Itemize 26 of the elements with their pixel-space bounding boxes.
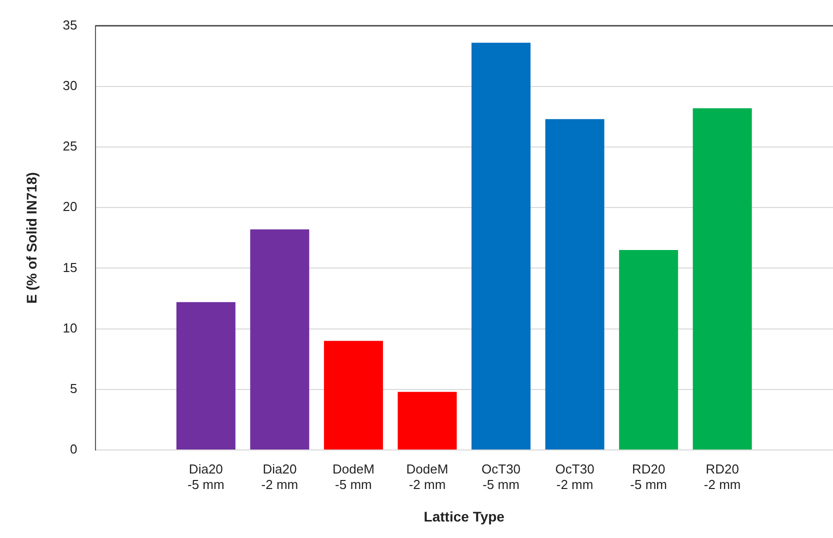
bar [472,42,531,450]
x-tick-label: OcT30 -5 mm [482,461,521,492]
x-axis-title: Lattice Type [424,508,505,524]
y-axis-title: E (% of Solid IN718) [23,172,40,304]
y-tick-label: 20 [62,199,78,214]
y-tick-label: 0 [70,442,78,457]
y-tick-label: 10 [62,320,78,336]
bar [692,108,752,450]
bar [250,229,310,450]
bar [176,302,236,450]
bar [545,119,604,450]
bar [398,392,457,450]
y-tick-label: 30 [62,78,78,93]
y-tick-label: 5 [70,380,78,396]
y-tick-label: 25 [62,138,78,154]
y-tick-label: 35 [62,17,78,32]
x-tick-label: DodeM -5 mm [332,461,374,492]
y-tick-label: 15 [62,260,78,275]
x-tick-label: DodeM -2 mm [406,461,448,492]
x-tick-label: Dia20 -5 mm [188,461,224,492]
x-tick-label: RD20 -2 mm [704,461,741,492]
bar [324,340,383,450]
x-tick-label: OcT30 -2 mm [555,461,594,492]
bar [619,250,678,450]
x-tick-label: RD20 -5 mm [630,461,667,492]
x-tick-label: Dia20 -2 mm [261,461,298,492]
